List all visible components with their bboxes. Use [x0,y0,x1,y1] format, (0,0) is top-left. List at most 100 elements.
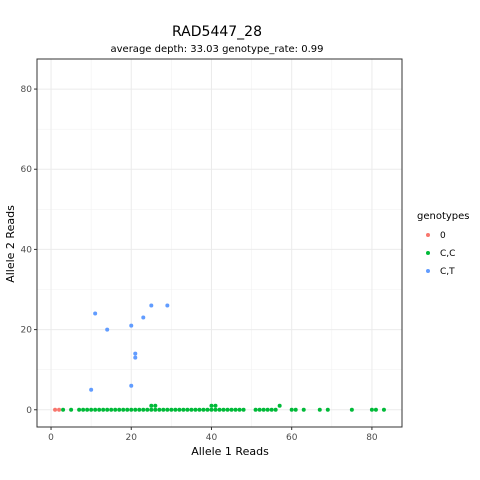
chart-title: RAD5447_28 [172,24,262,40]
point-c-c [209,407,214,412]
point-c-c [265,407,270,412]
point-c-c [133,407,138,412]
point-c-c [81,407,86,412]
point-0 [53,407,58,412]
legend-label-0: 0 [440,231,446,241]
x-tick-label: 80 [366,433,378,443]
point-c-c [217,407,222,412]
point-c-t [141,315,146,320]
panel-border [36,58,403,428]
point-c-c [113,407,118,412]
point-c-c [369,407,374,412]
point-c-c [381,407,386,412]
point-c-t [89,387,94,392]
legend-key-c-c [426,251,430,255]
point-c-c [161,407,166,412]
point-c-c [253,407,258,412]
point-c-c [201,407,206,412]
point-c-c [269,407,274,412]
point-c-c [141,407,146,412]
point-c-c [157,407,162,412]
legend-label-c-c: C,C [440,249,455,259]
point-c-c [109,407,114,412]
point-c-c [277,403,282,408]
legend: genotypes 0 C,C C,T [417,211,470,277]
point-c-c [241,407,246,412]
point-c-t [133,351,138,356]
point-c-c [209,403,214,408]
point-c-c [237,407,242,412]
y-tick-label: 20 [21,326,33,336]
point-c-c [317,407,322,412]
x-tick-label: 20 [126,433,138,443]
point-c-c [145,407,150,412]
legend-key-0 [426,233,430,237]
point-c-c [173,407,178,412]
point-c-c [225,407,230,412]
point-c-t [93,311,98,316]
point-c-c [185,407,190,412]
point-c-c [69,407,74,412]
point-c-c [121,407,126,412]
point-c-c [125,407,130,412]
point-c-c [105,407,110,412]
point-c-t [165,303,170,308]
point-c-c [257,407,262,412]
point-c-c [213,403,218,408]
point-c-c [293,407,298,412]
x-axis-ticks: 0 20 40 60 80 [48,427,378,443]
point-c-c [149,403,154,408]
point-c-c [301,407,306,412]
point-c-c [149,407,154,412]
point-c-c [153,403,158,408]
point-c-c [97,407,102,412]
data-points [53,303,386,412]
legend-title: genotypes [417,211,470,222]
x-tick-label: 0 [48,433,54,443]
point-c-c [205,407,210,412]
point-c-c [273,407,278,412]
point-c-c [61,407,66,412]
point-c-c [261,407,266,412]
y-axis-title: Allele 2 Reads [4,205,17,283]
x-tick-label: 60 [286,433,298,443]
point-c-c [197,407,202,412]
point-c-c [101,407,106,412]
chart-subtitle: average depth: 33.03 genotype_rate: 0.99 [111,44,324,55]
point-c-c [153,407,158,412]
point-0 [57,407,62,412]
point-c-c [325,407,330,412]
point-c-c [129,407,134,412]
point-c-c [89,407,94,412]
point-c-c [181,407,186,412]
y-axis-ticks: 0 20 40 60 80 [21,85,37,416]
point-c-t [105,327,110,332]
x-tick-label: 40 [206,433,218,443]
point-c-c [289,407,294,412]
point-c-c [137,407,142,412]
point-c-c [213,407,218,412]
point-c-c [189,407,194,412]
point-c-c [165,407,170,412]
point-c-c [349,407,354,412]
y-tick-label: 0 [26,406,32,416]
point-c-t [133,355,138,360]
point-c-c [169,407,174,412]
y-tick-label: 40 [21,245,33,255]
legend-items: 0 C,C C,T [426,231,455,277]
y-tick-label: 80 [21,85,33,95]
legend-key-c-t [426,269,430,273]
point-c-c [117,407,122,412]
point-c-c [221,407,226,412]
point-c-c [193,407,198,412]
point-c-c [177,407,182,412]
y-tick-label: 60 [21,165,33,175]
point-c-c [77,407,82,412]
point-c-t [129,323,134,328]
legend-label-c-t: C,T [440,267,455,277]
point-c-c [93,407,98,412]
point-c-c [229,407,234,412]
point-c-t [149,303,154,308]
